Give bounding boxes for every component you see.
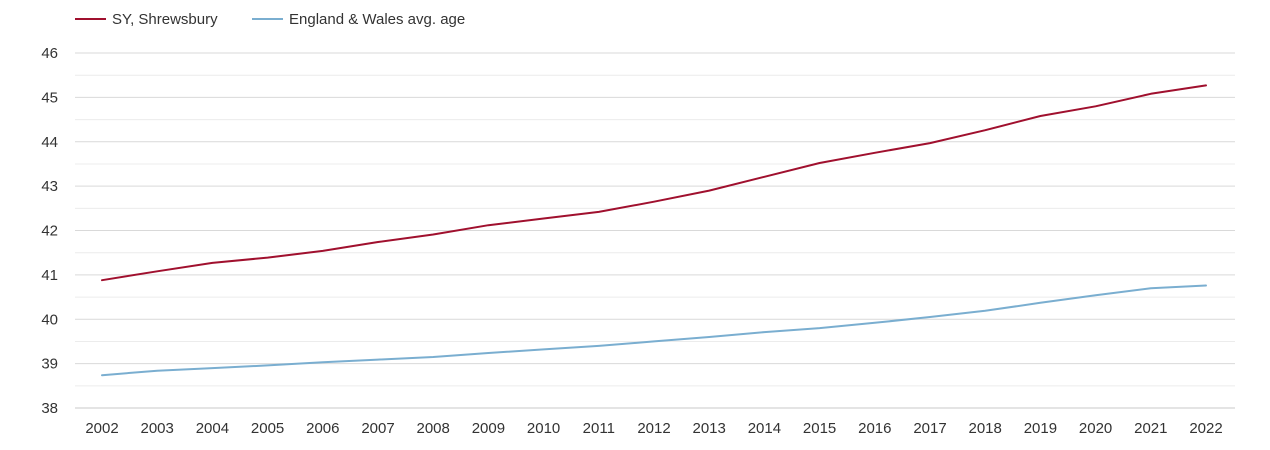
x-axis-tick-labels: 2002 2003 2004 2005 2006 2007 2008 2009 2010 2011…	[85, 420, 1222, 437]
y-tick-label: 38	[41, 400, 58, 417]
legend-item-england-wales[interactable]: England & Wales avg. age	[252, 11, 465, 28]
y-axis-tick-labels: 38 39 40 41 42 43 44 45 46	[41, 45, 58, 417]
x-tick-label: 2019	[1024, 420, 1057, 437]
series-line-1	[101, 284, 1207, 377]
y-tick-label: 43	[41, 178, 58, 195]
x-tick-label: 2021	[1134, 420, 1167, 437]
y-tick-label: 44	[41, 134, 58, 151]
legend-item-shrewsbury[interactable]: SY, Shrewsbury	[75, 11, 218, 28]
x-tick-label: 2003	[141, 420, 174, 437]
x-tick-label: 2005	[251, 420, 284, 437]
legend-label-england-wales: England & Wales avg. age	[289, 11, 465, 28]
x-tick-label: 2015	[803, 420, 836, 437]
x-tick-label: 2022	[1189, 420, 1222, 437]
x-tick-label: 2011	[583, 420, 615, 437]
x-tick-label: 2017	[913, 420, 946, 437]
x-tick-label: 2009	[472, 420, 505, 437]
x-tick-label: 2013	[693, 420, 726, 437]
x-tick-label: 2018	[969, 420, 1002, 437]
y-tick-label: 45	[41, 89, 58, 106]
series-line-0	[101, 84, 1207, 282]
x-tick-label: 2006	[306, 420, 339, 437]
y-tick-label: 42	[41, 223, 58, 240]
legend-label-shrewsbury: SY, Shrewsbury	[112, 11, 218, 28]
x-tick-label: 2012	[637, 420, 670, 437]
y-tick-label: 40	[41, 311, 58, 328]
x-tick-label: 2020	[1079, 420, 1112, 437]
x-tick-label: 2016	[858, 420, 891, 437]
x-tick-label: 2007	[361, 420, 394, 437]
y-tick-label: 39	[41, 356, 58, 373]
x-tick-label: 2008	[417, 420, 450, 437]
x-tick-label: 2010	[527, 420, 560, 437]
y-tick-label: 41	[41, 267, 58, 284]
x-tick-label: 2014	[748, 420, 781, 437]
series-lines	[101, 84, 1207, 377]
legend: SY, Shrewsbury England & Wales avg. age	[75, 11, 465, 28]
y-tick-label: 46	[41, 45, 58, 62]
x-tick-label: 2004	[196, 420, 229, 437]
x-tick-label: 2002	[85, 420, 118, 437]
minor-gridlines	[75, 74, 1235, 387]
major-gridlines	[75, 52, 1235, 409]
